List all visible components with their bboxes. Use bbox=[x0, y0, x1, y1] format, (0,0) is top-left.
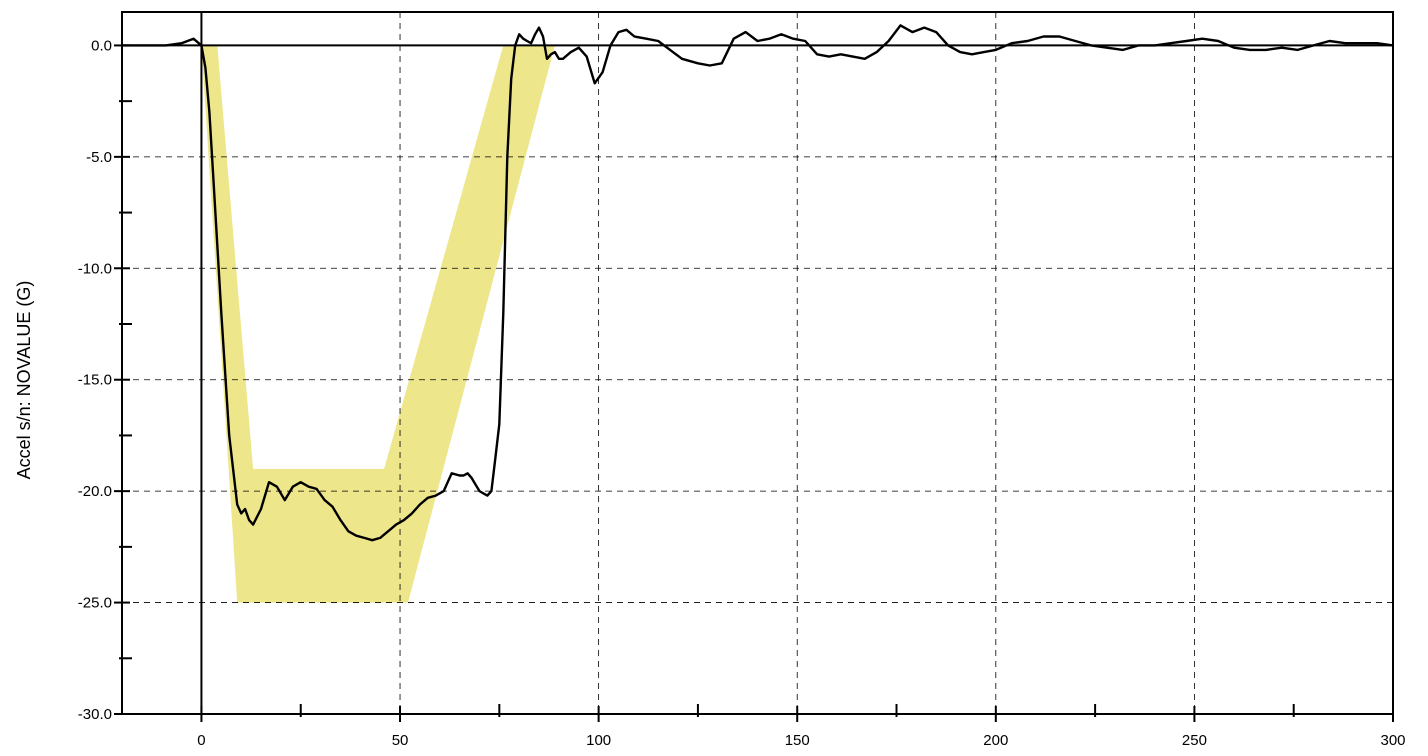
y-axis-title: Accel s/n: NOVALUE (G) bbox=[14, 281, 34, 480]
x-tick-label: 50 bbox=[392, 732, 409, 749]
x-tick-label: 250 bbox=[1182, 732, 1207, 749]
trace-layer bbox=[122, 24, 1394, 542]
y-tick-label: -10.0 bbox=[78, 260, 112, 277]
data-series-line bbox=[122, 24, 1394, 542]
corridor-band bbox=[201, 45, 555, 603]
label-layer: 0 50 100 150 200 250 300 0.0 -5.0 -10.0 -15.0 -20.0… bbox=[78, 37, 1406, 749]
y-tick-label: -15.0 bbox=[78, 372, 112, 389]
corridor-layer bbox=[201, 45, 555, 603]
x-tick-label: 0 bbox=[197, 732, 205, 749]
x-tick-label: 150 bbox=[785, 732, 810, 749]
x-tick-label: 200 bbox=[983, 732, 1008, 749]
plot-frame bbox=[121, 11, 1394, 715]
x-tick-label: 300 bbox=[1380, 732, 1405, 749]
axis-layer bbox=[114, 11, 1394, 722]
y-tick-label: 0.0 bbox=[91, 37, 112, 54]
x-tick-label: 100 bbox=[586, 732, 611, 749]
grid-layer bbox=[122, 12, 1393, 714]
y-tick-label: -20.0 bbox=[78, 483, 112, 500]
y-tick-label: -30.0 bbox=[78, 706, 112, 723]
y-tick-label: -25.0 bbox=[78, 595, 112, 612]
y-tick-label: -5.0 bbox=[86, 149, 112, 166]
